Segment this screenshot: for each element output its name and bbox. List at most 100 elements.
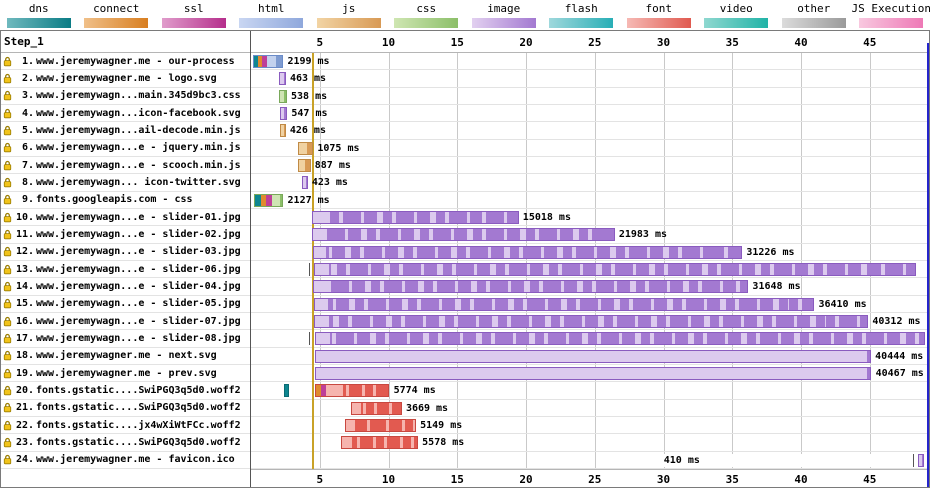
request-bar-image[interactable] xyxy=(312,245,743,259)
request-url: www.jeremywagner.me - favicon.ico xyxy=(36,454,235,466)
waterfall-row[interactable]: 5774 ms xyxy=(251,382,929,400)
request-bar-html[interactable] xyxy=(252,55,284,68)
request-url: www.jeremywagn...e - slider-03.jpg xyxy=(36,246,241,258)
request-label-row[interactable]: 21. fonts.gstatic....SwiPGQ3q5d0.woff2 xyxy=(1,400,250,417)
waterfall-row[interactable]: 538 ms xyxy=(251,88,929,105)
lock-icon xyxy=(3,385,12,396)
request-bar-js[interactable] xyxy=(279,124,286,138)
request-bar-image[interactable] xyxy=(279,106,288,120)
waterfall-row[interactable]: 15018 ms xyxy=(251,209,929,227)
request-bar-image[interactable] xyxy=(314,262,916,276)
request-bar-font[interactable] xyxy=(314,384,390,398)
request-label-row[interactable]: 1. www.jeremywagner.me - our-process xyxy=(1,53,250,71)
waterfall-row[interactable]: 2127 ms xyxy=(251,192,929,209)
waterfall-row[interactable]: 44378 ms xyxy=(251,330,929,348)
waterfall-row[interactable]: 547 ms xyxy=(251,105,929,123)
request-label-row[interactable]: 2. www.jeremywagner.me - logo.svg xyxy=(1,70,250,88)
waterfall-row[interactable]: 31648 ms xyxy=(251,278,929,296)
waterfall-row[interactable]: 3669 ms xyxy=(251,400,929,417)
request-bar-image[interactable] xyxy=(917,453,924,467)
request-label-row[interactable]: 6. www.jeremywagn...e - jquery.min.js xyxy=(1,140,250,157)
request-bar-css[interactable] xyxy=(279,89,287,103)
request-bar-js[interactable] xyxy=(298,158,311,172)
request-time-label: 15018 ms xyxy=(522,211,571,223)
waterfall-row[interactable]: 423 ms xyxy=(251,174,929,192)
request-bar-image[interactable] xyxy=(314,332,925,346)
waterfall-row[interactable]: 2199 ms xyxy=(251,53,929,71)
waterfall-row[interactable]: 40467 ms xyxy=(251,365,929,383)
request-label-row[interactable]: 11. www.jeremywagn...e - slider-02.jpg xyxy=(1,226,250,244)
bar-segment-light xyxy=(280,90,285,102)
request-label-row[interactable]: 10. www.jeremywagn...e - slider-01.jpg xyxy=(1,209,250,227)
bar-segment-ssl xyxy=(266,194,272,206)
bar-segment-light xyxy=(346,419,356,431)
request-bar-css[interactable] xyxy=(254,193,284,207)
waterfall-row[interactable]: 31226 ms xyxy=(251,244,929,261)
request-bar-dns[interactable] xyxy=(283,384,289,398)
lock-icon-wrap xyxy=(3,385,12,396)
lock-icon-wrap xyxy=(3,108,12,119)
request-bar-image[interactable] xyxy=(315,366,872,380)
request-bar-image[interactable] xyxy=(313,314,869,328)
request-label-row[interactable]: 8. www.jeremywagn... icon-twitter.svg xyxy=(1,174,250,192)
request-bar-font[interactable] xyxy=(341,436,419,450)
request-label-row[interactable]: 7. www.jeremywagn...e - scooch.min.js xyxy=(1,157,250,175)
request-label-row[interactable]: 18. www.jeremywagner.me - next.svg xyxy=(1,348,250,365)
bar-segment-chunks xyxy=(329,263,915,275)
request-label-row[interactable]: 19. www.jeremywagner.me - prev.svg xyxy=(1,365,250,383)
bar-segment-light xyxy=(316,367,867,379)
waterfall-row[interactable]: 410 ms xyxy=(251,452,929,469)
waterfall-row[interactable]: 463 ms xyxy=(251,70,929,88)
waterfall-row[interactable]: 40312 ms xyxy=(251,313,929,331)
request-url: www.jeremywagner.me - next.svg xyxy=(36,350,217,362)
waterfall-row[interactable]: 5578 ms xyxy=(251,434,929,452)
request-label-row[interactable]: 20. fonts.gstatic....SwiPGQ3q5d0.woff2 xyxy=(1,382,250,400)
request-bar-js[interactable] xyxy=(298,141,314,155)
bar-segment-dark xyxy=(284,90,286,102)
request-bar-font[interactable] xyxy=(351,401,402,415)
request-bar-image[interactable] xyxy=(314,349,872,363)
request-bar-image[interactable] xyxy=(313,297,815,311)
waterfall-row[interactable]: 426 ms xyxy=(251,122,929,140)
waterfall-row[interactable]: 887 ms xyxy=(251,157,929,175)
request-label-row[interactable]: 9. fonts.googleapis.com - css xyxy=(1,192,250,209)
bar-segment-dark xyxy=(866,367,871,379)
legend-color-swatch xyxy=(626,18,691,28)
request-bar-image[interactable] xyxy=(313,280,749,294)
request-bar-image[interactable] xyxy=(312,210,519,224)
request-label-row[interactable]: 14. www.jeremywagn...e - slider-04.jpg xyxy=(1,278,250,296)
request-bar-font[interactable] xyxy=(345,418,416,432)
request-url: www.jeremywagn...icon-facebook.svg xyxy=(36,107,241,119)
legend-item-label: video xyxy=(719,2,753,15)
tick-bottom-15: 15 xyxy=(450,473,464,486)
request-bar-image[interactable] xyxy=(301,176,308,190)
request-bar-image[interactable] xyxy=(279,72,286,86)
request-number: 21. xyxy=(15,402,34,414)
waterfall-row[interactable]: 36410 ms xyxy=(251,296,929,313)
request-label-row[interactable]: 13. www.jeremywagn...e - slider-06.jpg xyxy=(1,261,250,279)
waterfall-row[interactable]: 21983 ms xyxy=(251,226,929,244)
lock-icon xyxy=(3,455,12,465)
request-label-row[interactable]: 22. fonts.gstatic....jx4wXiWtFCc.woff2 xyxy=(1,417,250,435)
waterfall-row[interactable]: 1075 ms xyxy=(251,140,929,157)
request-label-row[interactable]: 4. www.jeremywagn...icon-facebook.svg xyxy=(1,105,250,123)
gridline-10s xyxy=(388,53,390,469)
request-label-row[interactable]: 15. www.jeremywagn...e - slider-05.jpg xyxy=(1,296,250,313)
request-number: 8. xyxy=(21,176,34,188)
request-label-row[interactable]: 24. www.jeremywagner.me - favicon.ico xyxy=(1,452,250,469)
request-number: 5. xyxy=(21,124,34,136)
lock-icon xyxy=(3,316,12,326)
request-label-row[interactable]: 23. fonts.gstatic....SwiPGQ3q5d0.woff2 xyxy=(1,434,250,452)
request-label-row[interactable]: 3. www.jeremywagn...main.345d9bc3.css xyxy=(1,88,250,105)
request-label-row[interactable]: 17. www.jeremywagn...e - slider-08.jpg xyxy=(1,330,250,348)
waterfall-row[interactable]: 5149 ms xyxy=(251,417,929,435)
request-label-row[interactable]: 5. www.jeremywagn...ail-decode.min.js xyxy=(1,122,250,140)
request-label-row[interactable]: 12. www.jeremywagn...e - slider-03.jpg xyxy=(1,244,250,261)
waterfall-row[interactable]: 40444 ms xyxy=(251,348,929,365)
request-number: 18. xyxy=(15,350,34,362)
request-bar-image[interactable] xyxy=(312,228,615,242)
request-time-label: 410 ms xyxy=(663,453,914,467)
bar-segment-light xyxy=(271,194,280,206)
request-label-row[interactable]: 16. www.jeremywagn...e - slider-07.jpg xyxy=(1,313,250,331)
waterfall-row[interactable]: 43760 ms xyxy=(251,261,929,279)
